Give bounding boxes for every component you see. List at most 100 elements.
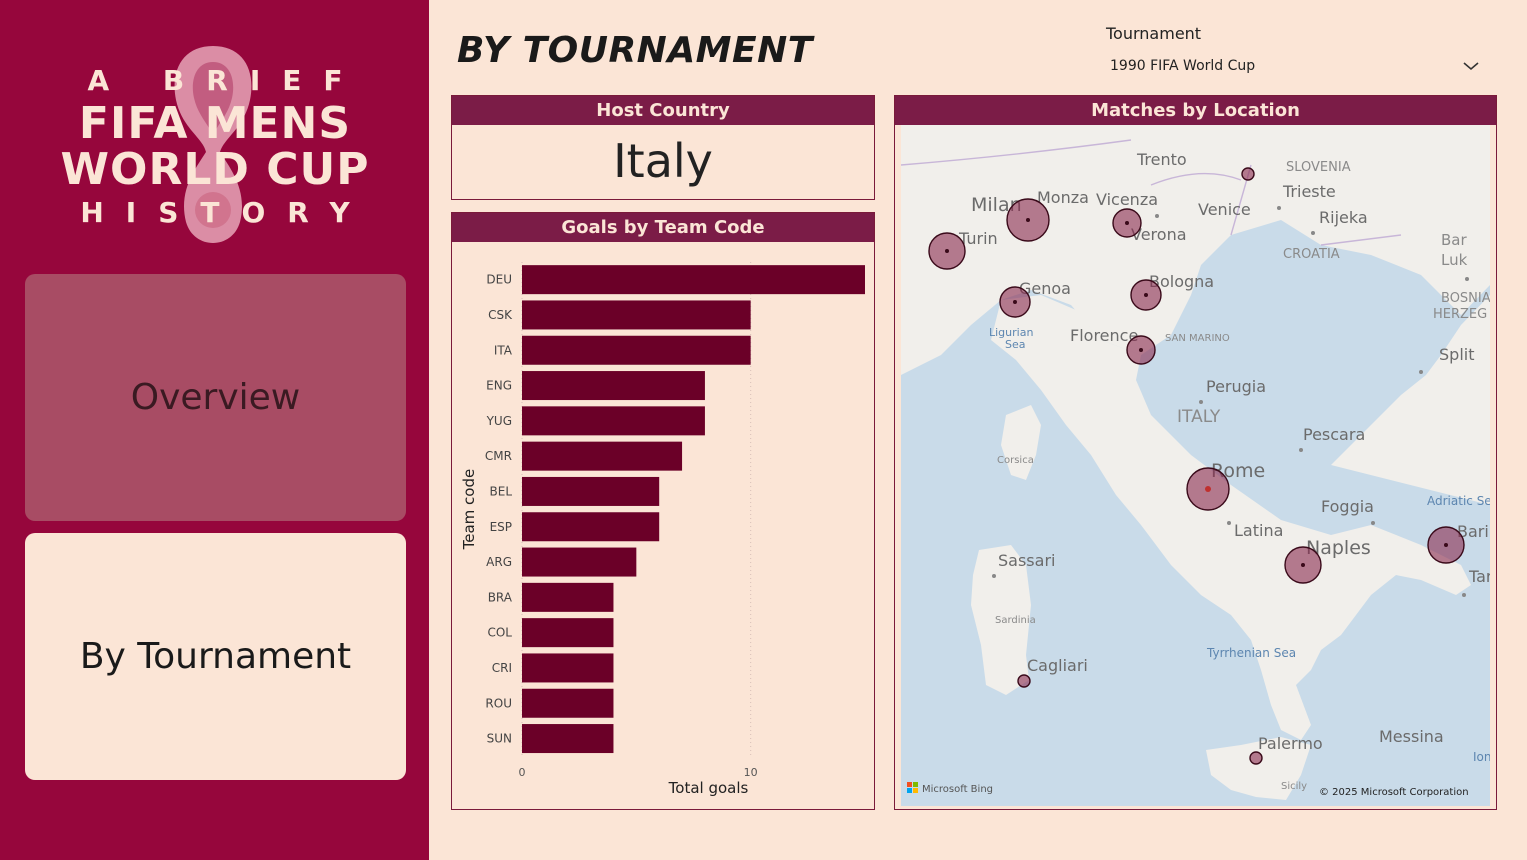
host-country-card: Host Country Italy bbox=[451, 95, 875, 200]
bar-cri bbox=[522, 653, 614, 683]
tournament-dropdown-value: 1990 FIFA World Cup bbox=[1110, 58, 1256, 74]
bubble-cagliari[interactable] bbox=[1017, 674, 1031, 688]
label-trieste: Trieste bbox=[1282, 182, 1336, 201]
map-attribution: © 2025 Microsoft Corporation bbox=[1319, 787, 1469, 798]
label-san-marino: SAN MARINO bbox=[1165, 333, 1230, 344]
logo: A BRIEF FIFA MENS WORLD CUP HISTORY bbox=[40, 38, 390, 260]
trophy-icon bbox=[174, 46, 252, 243]
label-adriatic-sea: Adriatic Sea bbox=[1427, 494, 1490, 508]
nav-by-tournament-button[interactable]: By Tournament bbox=[25, 533, 406, 780]
label-corsica: Corsica bbox=[997, 455, 1034, 466]
label-monza: Monza bbox=[1037, 188, 1089, 207]
bar-bel bbox=[522, 476, 660, 506]
sidebar: A BRIEF FIFA MENS WORLD CUP HISTORY Over… bbox=[0, 0, 429, 860]
label-herzeg: HERZEG bbox=[1433, 307, 1487, 322]
bar-deu bbox=[522, 265, 865, 295]
label-italy: ITALY bbox=[1177, 407, 1221, 427]
label-bari: Bari bbox=[1457, 522, 1489, 541]
bar-esp bbox=[522, 512, 660, 542]
label-split: Split bbox=[1439, 345, 1474, 364]
label-naples: Naples bbox=[1306, 537, 1371, 559]
matches-map-title: Matches by Location bbox=[895, 96, 1496, 125]
label-verona: Verona bbox=[1131, 225, 1187, 244]
peninsula-land bbox=[991, 295, 1471, 740]
sicily-land bbox=[1206, 737, 1311, 800]
logo-line-world-cup: WORLD CUP bbox=[60, 144, 370, 195]
logo-line-fifa-mens: FIFA MENS bbox=[78, 98, 352, 149]
italy-map[interactable]: Trento Milan Monza Vicenza Venice Triest… bbox=[901, 125, 1490, 806]
microsoft-bing-logo: Microsoft Bing bbox=[907, 782, 993, 795]
label-foggia: Foggia bbox=[1321, 497, 1374, 516]
tournament-dropdown[interactable]: 1990 FIFA World Cup bbox=[1103, 50, 1493, 84]
label-perugia: Perugia bbox=[1206, 377, 1266, 396]
label-tar: Tar bbox=[1468, 567, 1490, 586]
bar-rou bbox=[522, 688, 614, 718]
logo-line-a-brief: A BRIEF bbox=[87, 64, 365, 97]
x-tick-label: 10 bbox=[744, 766, 758, 779]
host-country-value: Italy bbox=[613, 134, 713, 188]
goals-chart-card: Goals by Team Code 0 10 DEU CSK ITA ENG YUG CMR… bbox=[451, 212, 875, 810]
label-bosnia: BOSNIA bbox=[1441, 291, 1490, 306]
label-bologna: Bologna bbox=[1149, 272, 1214, 291]
label-genoa: Genoa bbox=[1019, 279, 1071, 298]
y-tick-label: YUG bbox=[486, 414, 512, 428]
goals-chart-title: Goals by Team Code bbox=[452, 213, 874, 242]
label-sicily: Sicily bbox=[1281, 781, 1307, 792]
y-tick-label: BRA bbox=[488, 590, 513, 604]
y-tick-label: ESP bbox=[490, 520, 512, 534]
label-florence: Florence bbox=[1070, 326, 1138, 345]
bar-ita bbox=[522, 335, 751, 365]
label-pescara: Pescara bbox=[1303, 425, 1365, 444]
host-country-title: Host Country bbox=[452, 96, 874, 125]
tournament-slicer-label: Tournament bbox=[1106, 24, 1202, 43]
bar-csk bbox=[522, 300, 751, 330]
logo-line-history: HISTORY bbox=[80, 196, 372, 229]
chevron-down-icon[interactable] bbox=[1461, 56, 1481, 76]
x-axis-label: Total goals bbox=[668, 779, 749, 797]
y-tick-label: SUN bbox=[487, 732, 512, 746]
y-tick-label: DEU bbox=[486, 273, 512, 287]
label-trento: Trento bbox=[1136, 150, 1187, 169]
corsica-land bbox=[1001, 405, 1041, 480]
label-vicenza: Vicenza bbox=[1096, 190, 1158, 209]
label-ligurian-sea-2: Sea bbox=[1005, 338, 1026, 351]
label-luk: Luk bbox=[1441, 251, 1468, 269]
y-tick-label: COL bbox=[487, 626, 512, 640]
label-tyrrhenian-sea: Tyrrhenian Sea bbox=[1206, 646, 1296, 660]
label-cagliari: Cagliari bbox=[1027, 656, 1088, 675]
continent-land bbox=[901, 125, 1490, 375]
y-tick-label: CRI bbox=[492, 661, 512, 675]
label-messina: Messina bbox=[1379, 727, 1444, 746]
nav-overview-button[interactable]: Overview bbox=[25, 274, 406, 521]
bar-bra bbox=[522, 582, 614, 612]
label-turin: Turin bbox=[958, 229, 998, 248]
bar-col bbox=[522, 618, 614, 648]
sardinia-land bbox=[971, 545, 1031, 695]
label-sassari: Sassari bbox=[998, 551, 1055, 570]
y-tick-label: CSK bbox=[488, 308, 513, 322]
matches-map-card: Matches by Location Trento Milan Monza V… bbox=[894, 95, 1497, 810]
y-tick-label: BEL bbox=[490, 484, 513, 498]
bubble-palermo[interactable] bbox=[1249, 751, 1263, 765]
goals-bar-chart: 0 10 DEU CSK ITA ENG YUG CMR BEL ESP ARG BRA COL CRI R… bbox=[460, 262, 865, 797]
y-tick-label: ROU bbox=[485, 696, 512, 710]
bar-eng bbox=[522, 371, 705, 401]
y-tick-label: ENG bbox=[486, 379, 512, 393]
bar-arg bbox=[522, 547, 637, 577]
label-latina: Latina bbox=[1234, 521, 1283, 540]
label-croatia: CROATIA bbox=[1283, 247, 1340, 262]
bar-yug bbox=[522, 406, 705, 436]
bar-sun bbox=[522, 724, 614, 754]
label-bar: Bar bbox=[1441, 231, 1467, 249]
y-tick-label: ITA bbox=[494, 343, 513, 357]
label-slovenia: SLOVENIA bbox=[1286, 160, 1351, 175]
bubble-udine[interactable] bbox=[1241, 167, 1255, 181]
x-tick-label: 0 bbox=[519, 766, 526, 779]
y-tick-label: ARG bbox=[486, 555, 512, 569]
label-venice: Venice bbox=[1198, 200, 1251, 219]
label-palermo: Palermo bbox=[1258, 734, 1323, 753]
balkan-land bbox=[1331, 295, 1490, 505]
label-sardinia: Sardinia bbox=[995, 615, 1036, 626]
map-provider: Microsoft Bing bbox=[922, 784, 993, 795]
label-rijeka: Rijeka bbox=[1319, 208, 1368, 227]
